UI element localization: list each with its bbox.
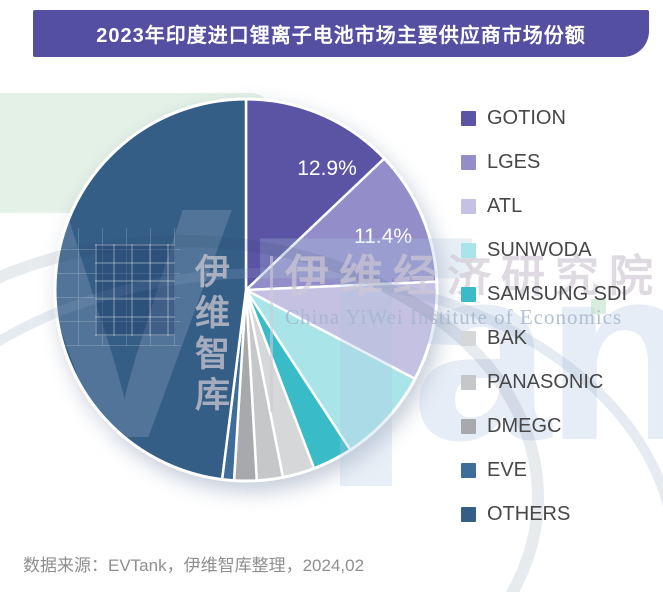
legend: GOTION LGES ATL SUNWODA SAMSUNG SDI BAK PANASO…: [461, 96, 627, 536]
legend-item-atl: ATL: [461, 184, 627, 228]
legend-label: EVE: [487, 458, 528, 481]
legend-label: OTHERS: [487, 502, 571, 525]
legend-label: GOTION: [487, 106, 566, 129]
pie-label-gotion: 12.9%: [297, 157, 357, 180]
legend-item-sunwoda: SUNWODA: [461, 228, 627, 272]
legend-item-samsung-sdi: SAMSUNG SDI: [461, 272, 627, 316]
source-note: 数据来源：EVTank，伊维智库整理，2024,02: [23, 556, 365, 575]
legend-swatch: [461, 330, 476, 346]
legend-item-eve: EVE: [461, 448, 627, 492]
legend-label: ATL: [487, 194, 523, 217]
legend-item-lges: LGES: [461, 140, 627, 184]
legend-swatch: [461, 242, 476, 258]
pie-outline: [53, 97, 439, 483]
legend-label: LGES: [487, 150, 541, 173]
legend-label: BAK: [487, 326, 528, 349]
legend-label: SAMSUNG SDI: [487, 282, 628, 305]
legend-swatch: [461, 506, 476, 522]
pie-slice-others: [53, 97, 248, 481]
legend-label: DMEGC: [487, 414, 562, 437]
legend-swatch: [461, 418, 476, 434]
chart-title-banner: 2023年印度进口锂离子电池市场主要供应商市场份额: [33, 10, 649, 57]
legend-swatch: [461, 374, 476, 390]
legend-item-bak: BAK: [461, 316, 627, 360]
legend-swatch: [461, 198, 476, 214]
watermark-green-square: [591, 299, 606, 314]
legend-swatch: [461, 110, 476, 126]
legend-label: SUNWODA: [487, 238, 592, 261]
pie-label-lges: 11.4%: [354, 225, 412, 248]
chart-title: 2023年印度进口锂离子电池市场主要供应商市场份额: [96, 25, 586, 47]
legend-item-panasonic: PANASONIC: [461, 360, 627, 404]
legend-label: PANASONIC: [487, 370, 604, 393]
legend-swatch: [461, 286, 476, 302]
legend-item-dmegc: DMEGC: [461, 404, 627, 448]
legend-swatch: [461, 154, 476, 170]
legend-swatch: [461, 462, 476, 478]
legend-item-gotion: GOTION: [461, 96, 627, 140]
legend-item-others: OTHERS: [461, 492, 627, 536]
